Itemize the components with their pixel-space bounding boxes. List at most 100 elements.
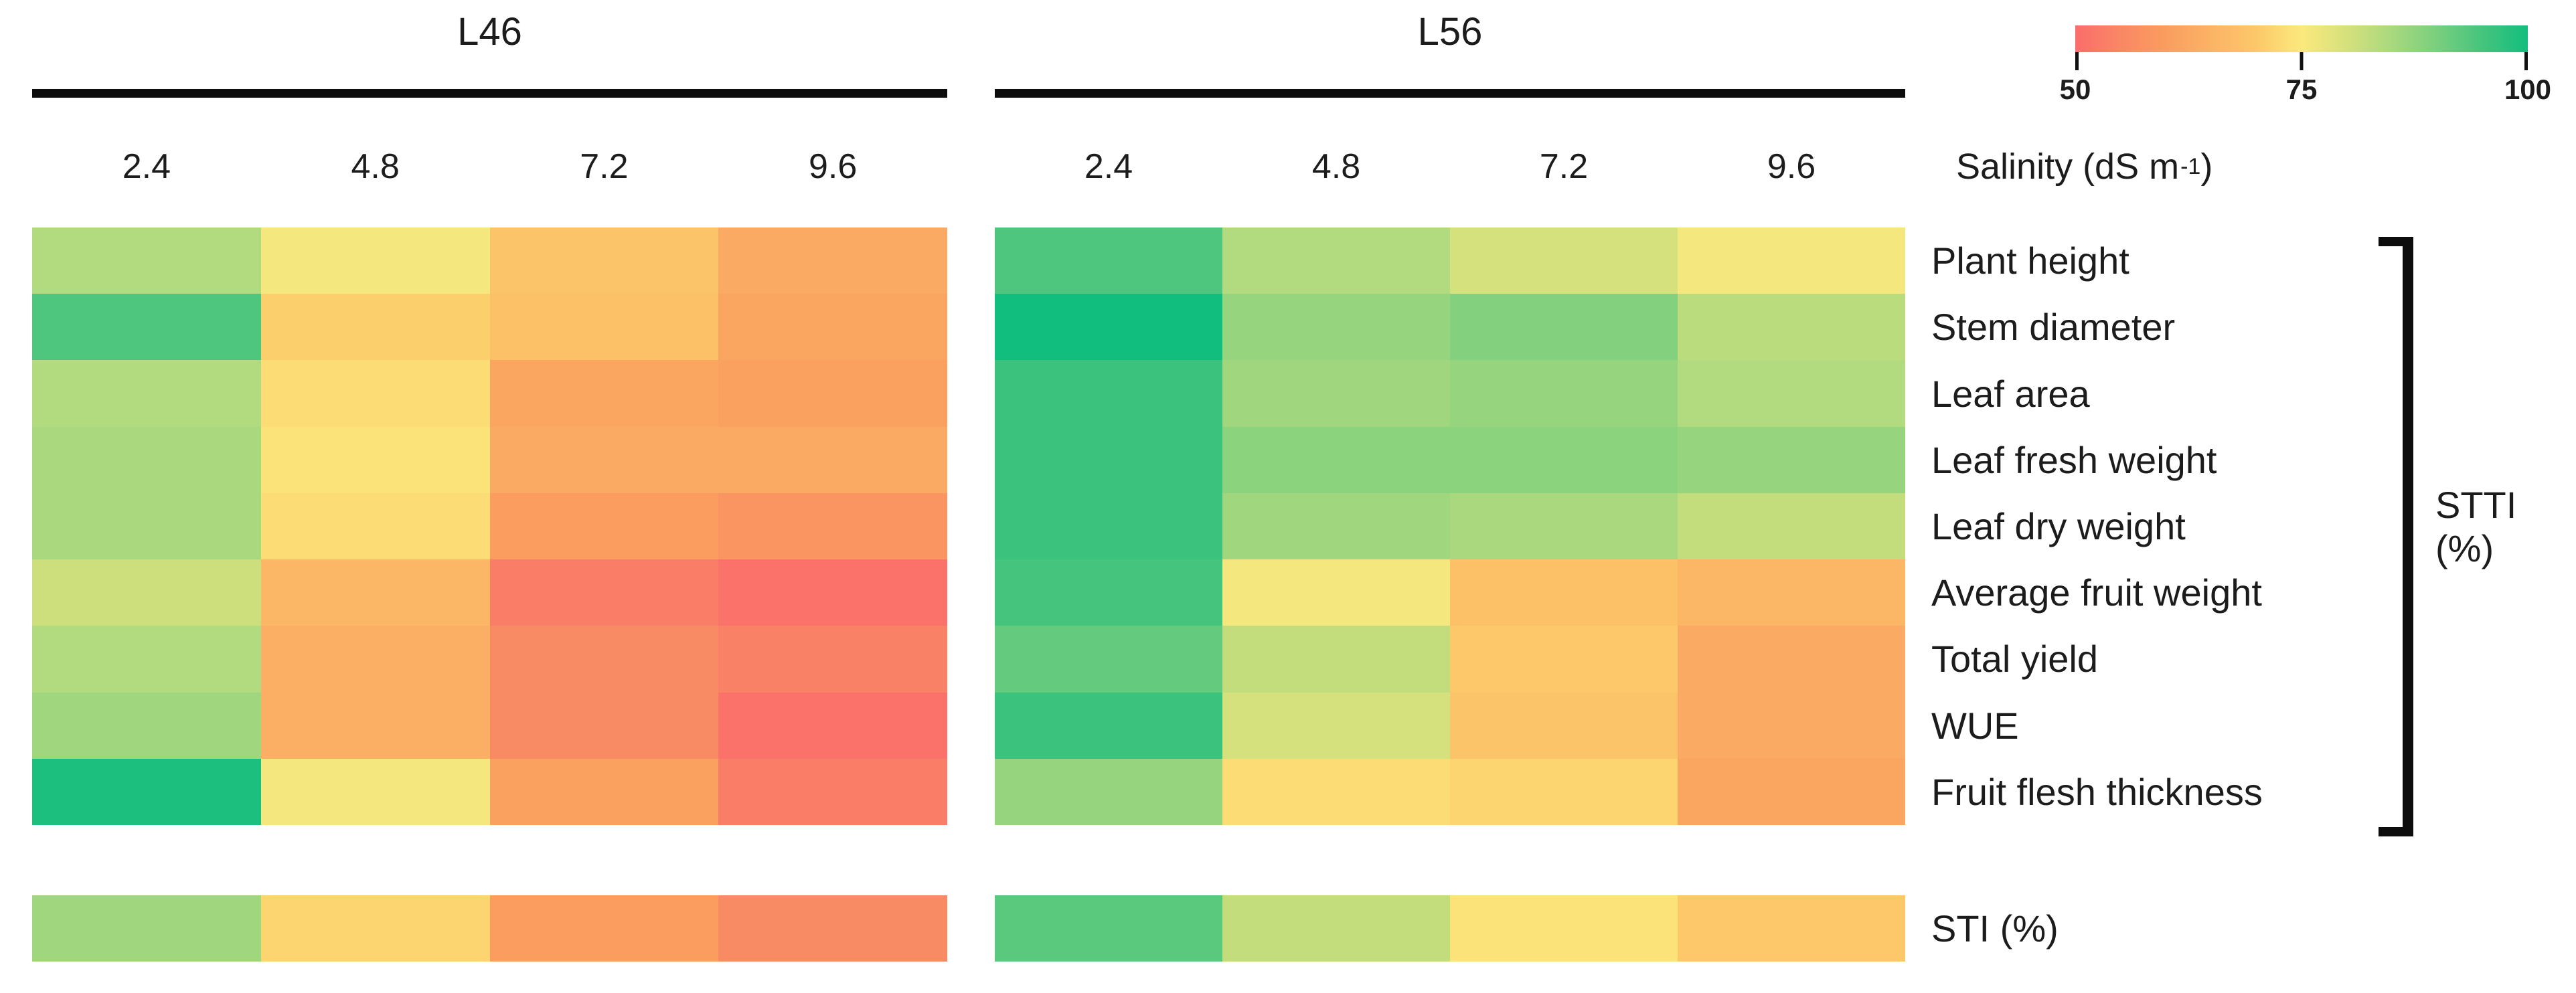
heatmap-cell xyxy=(1678,559,1905,626)
heatmap-cell xyxy=(1450,758,1678,825)
heatmap-cell xyxy=(489,758,719,825)
heatmap-cell xyxy=(718,758,947,825)
salinity-tick: 9.6 xyxy=(1767,147,1816,186)
trait-label: Leaf dry weight xyxy=(1931,505,2186,547)
heatmap-cell xyxy=(1450,228,1678,294)
heatmap-cell xyxy=(489,360,719,427)
heatmap-cell xyxy=(995,294,1222,361)
stti-bracket xyxy=(2379,237,2413,836)
heatmap-cell xyxy=(718,895,947,962)
heatmap-cell xyxy=(260,895,490,962)
heatmap-cell xyxy=(1678,294,1905,361)
scale-label-min: 50 xyxy=(2059,74,2091,105)
heatmap-cell xyxy=(718,692,947,759)
sti-row-label: STI (%) xyxy=(1931,907,2059,950)
heatmap-cell xyxy=(489,294,719,361)
heatmap-cell xyxy=(718,626,947,693)
scale-label-mid: 75 xyxy=(2285,74,2318,105)
trait-label: Leaf fresh weight xyxy=(1931,438,2217,481)
heatmap-cell xyxy=(489,626,719,693)
heatmap-cell xyxy=(1222,758,1450,825)
heatmap-cell xyxy=(489,426,719,493)
heatmap-cell xyxy=(489,692,719,759)
trait-label: Stem diameter xyxy=(1931,306,2176,349)
heatmap-cell xyxy=(1222,228,1450,294)
heatmap-cell xyxy=(260,492,490,560)
heatmap-cell xyxy=(1450,626,1678,693)
heatmap-cell xyxy=(718,492,947,560)
heatmap-cell xyxy=(32,692,261,759)
sti-row-l56 xyxy=(995,895,1905,962)
heatmap-cell xyxy=(718,294,947,361)
salinity-tick: 2.4 xyxy=(1084,147,1133,186)
trait-label: Plant height xyxy=(1931,240,2129,282)
trait-label: Total yield xyxy=(1931,638,2099,681)
heatmap-cell xyxy=(1450,492,1678,560)
heatmap-cell xyxy=(1450,360,1678,427)
stti-heatmap-l56 xyxy=(995,228,1905,825)
salinity-tick: 2.4 xyxy=(122,147,171,186)
trait-row-labels: Plant height Stem diameter Leaf area Leaf f… xyxy=(1931,228,2263,825)
heatmap-cell xyxy=(489,228,719,294)
heatmap-cell xyxy=(1678,626,1905,693)
heatmap-cell xyxy=(995,758,1222,825)
sti-row-l46 xyxy=(32,895,947,962)
heatmap-cell xyxy=(32,228,261,294)
heatmap-cell xyxy=(1678,426,1905,493)
panel-rule-l56 xyxy=(995,89,1905,98)
heatmap-cell xyxy=(995,626,1222,693)
heatmap-cell xyxy=(1222,626,1450,693)
heatmap-cell xyxy=(32,492,261,560)
heatmap-cell xyxy=(32,895,261,962)
color-scale-bar xyxy=(2075,25,2528,52)
trait-label: Average fruit weight xyxy=(1931,571,2262,614)
salinity-levels-l46: 2.4 4.8 7.2 9.6 xyxy=(32,143,947,191)
panel-rule-l46 xyxy=(32,89,947,98)
heatmap-cell xyxy=(995,692,1222,759)
heatmap-cell xyxy=(32,758,261,825)
heatmap-cell xyxy=(260,559,490,626)
panel-title-l56: L56 xyxy=(1417,9,1483,54)
heatmap-cell xyxy=(260,426,490,493)
heatmap-cell xyxy=(32,626,261,693)
heatmap-cell xyxy=(1678,758,1905,825)
heatmap-cell xyxy=(718,559,947,626)
heatmap-cell xyxy=(260,692,490,759)
heatmap-cell xyxy=(489,492,719,560)
heatmap-cell xyxy=(260,228,490,294)
heatmap-cell xyxy=(995,492,1222,560)
heatmap-cell xyxy=(260,294,490,361)
salinity-axis-label: Salinity (dS m -1) xyxy=(1956,147,2213,187)
heatmap-cell xyxy=(1678,360,1905,427)
heatmap-cell xyxy=(32,559,261,626)
heatmap-cell xyxy=(32,294,261,361)
heatmap-cell xyxy=(1678,895,1905,962)
trait-label: Leaf area xyxy=(1931,372,2090,415)
heatmap-cell xyxy=(718,426,947,493)
heatmap-cell xyxy=(489,559,719,626)
color-scale-ticks: 50 75 100 xyxy=(2060,52,2551,106)
heatmap-cell xyxy=(1222,895,1450,962)
salinity-tick: 7.2 xyxy=(1539,147,1589,186)
trait-label: WUE xyxy=(1931,704,2019,747)
heatmap-cell xyxy=(1222,360,1450,427)
heatmap-cell xyxy=(995,559,1222,626)
salinity-tick: 7.2 xyxy=(580,147,629,186)
heatmap-cell xyxy=(260,626,490,693)
salinity-tick: 4.8 xyxy=(351,147,400,186)
scale-tick-mid xyxy=(2300,52,2304,70)
scale-tick-max xyxy=(2524,52,2528,70)
heatmap-cell xyxy=(260,758,490,825)
heatmap-cell xyxy=(1678,692,1905,759)
heatmap-cell xyxy=(1222,492,1450,560)
heatmap-cell xyxy=(489,895,719,962)
salinity-tick: 9.6 xyxy=(808,147,858,186)
trait-label: Fruit flesh thickness xyxy=(1931,770,2263,813)
panel-title-l46: L46 xyxy=(457,9,522,54)
heatmap-cell xyxy=(32,360,261,427)
scale-tick-min xyxy=(2075,52,2079,70)
heatmap-cell xyxy=(1678,492,1905,560)
heatmap-cell xyxy=(1222,692,1450,759)
heatmap-cell xyxy=(1450,294,1678,361)
